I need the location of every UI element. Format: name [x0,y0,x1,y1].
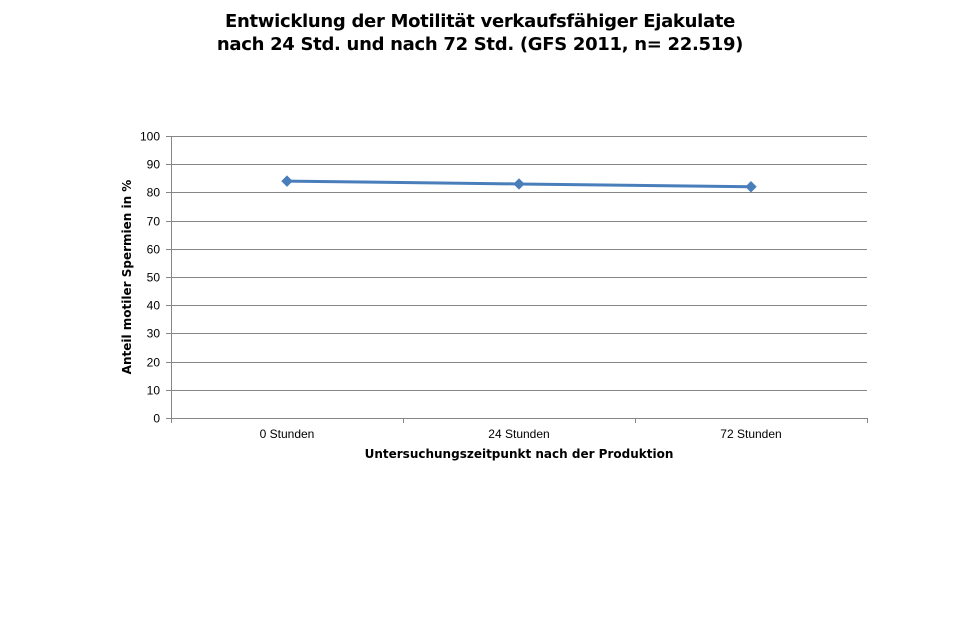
chart-title-line-2: nach 24 Std. und nach 72 Std. (GFS 2011,… [216,34,744,55]
y-tick-labels: 0 10 20 30 40 50 60 70 80 90 100 [140,130,160,426]
x-tick-label-2: 72 Stunden [720,427,781,441]
data-point-0-1 [513,178,525,190]
y-tick-label-50: 50 [147,271,161,285]
data-point-0-0 [281,175,293,187]
x-tick-label-0: 0 Stunden [260,427,315,441]
data-point-0-2 [745,181,757,193]
chart-title: Entwicklung der Motilität verkaufsfähige… [0,10,960,56]
y-tick-label-40: 40 [147,299,161,313]
y-axis-title: Anteil motiler Spermien in % [120,180,134,375]
x-tick-label-1: 24 Stunden [488,427,549,441]
axes [166,136,868,423]
y-tick-label-90: 90 [147,158,161,172]
x-axis-title: Untersuchungszeitpunkt nach der Produkti… [365,447,674,461]
y-tick-label-60: 60 [147,243,161,257]
series-group [281,175,757,193]
x-tick-labels: 0 Stunden 24 Stunden 72 Stunden [260,427,782,441]
y-tick-label-100: 100 [140,130,160,144]
y-tick-label-0: 0 [153,412,160,426]
chart-title-line-1: Entwicklung der Motilität verkaufsfähige… [224,11,736,32]
gridlines [171,136,867,391]
y-tick-label-70: 70 [147,215,161,229]
y-tick-label-30: 30 [147,327,161,341]
y-tick-label-20: 20 [147,356,161,370]
y-tick-label-80: 80 [147,186,161,200]
y-tick-label-10: 10 [147,384,161,398]
